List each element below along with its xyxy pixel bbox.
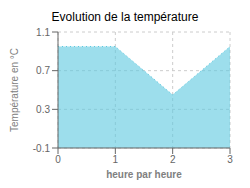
svg-text:2: 2 [170,154,176,165]
svg-text:0.7: 0.7 [36,65,50,76]
svg-text:1: 1 [113,154,119,165]
svg-text:3: 3 [227,154,233,165]
svg-text:-0.1: -0.1 [33,143,51,154]
svg-text:1.1: 1.1 [36,27,50,38]
svg-text:heure par heure: heure par heure [106,169,182,180]
svg-text:0: 0 [55,154,61,165]
svg-text:Température en °C: Température en °C [9,48,20,132]
html-text:Evolution de la température: Evolution de la température [51,10,199,24]
svg-text:0.3: 0.3 [36,104,50,115]
